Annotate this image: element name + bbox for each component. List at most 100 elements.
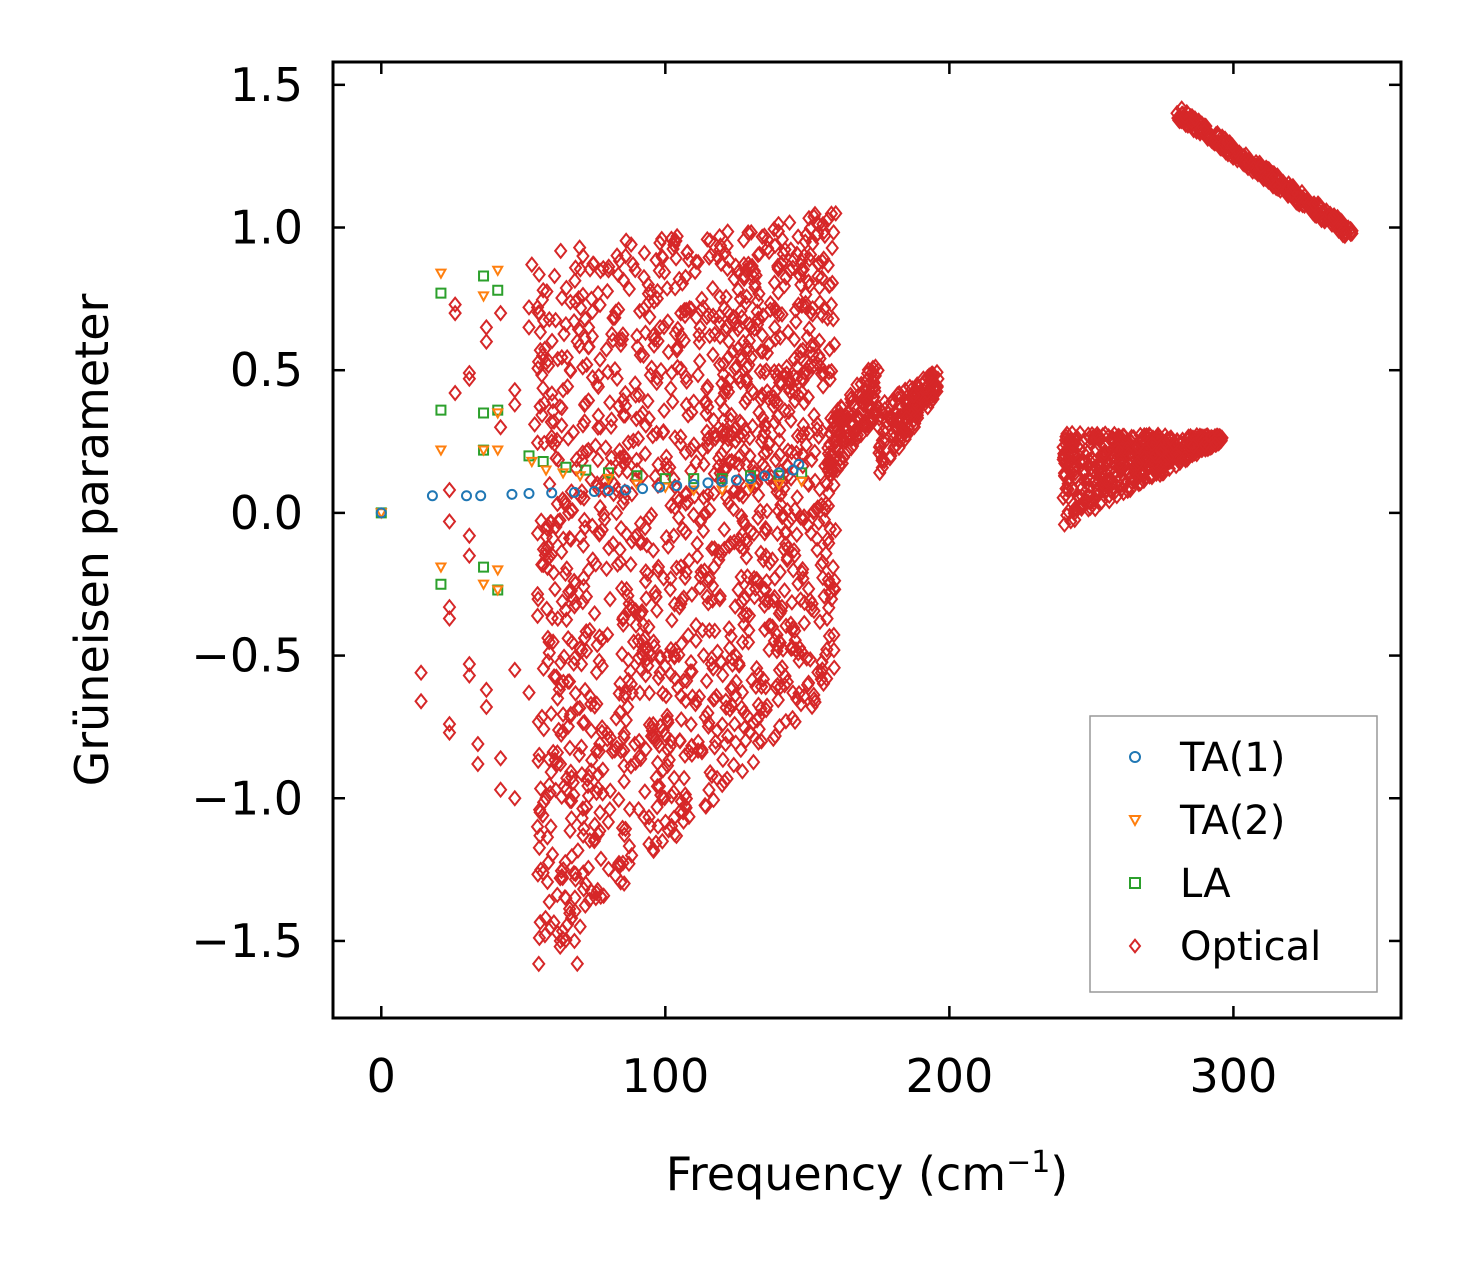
optical-point	[1186, 437, 1201, 455]
optical-point	[693, 318, 707, 336]
data-point	[787, 464, 799, 476]
optical-point	[1323, 214, 1338, 232]
data-point	[493, 304, 508, 322]
optical-point	[589, 663, 604, 681]
optical-point	[660, 711, 675, 729]
optical-point	[822, 340, 837, 358]
data-point	[523, 450, 535, 462]
optical-point	[659, 528, 674, 546]
optical-point	[820, 309, 835, 327]
optical-point	[1097, 443, 1112, 461]
optical-point	[607, 741, 622, 759]
optical-point	[747, 588, 762, 606]
optical-point	[820, 640, 834, 658]
optical-point	[599, 340, 614, 358]
optical-point	[555, 289, 569, 307]
optical-point	[777, 581, 792, 599]
optical-point	[630, 461, 644, 479]
optical-point	[617, 772, 631, 790]
optical-point	[679, 563, 693, 581]
optical-point	[684, 737, 699, 755]
optical-point	[810, 500, 824, 518]
data-point	[492, 404, 504, 416]
y-tick-label: 1.0	[230, 201, 303, 255]
optical-point	[758, 581, 773, 599]
optical-point	[844, 389, 859, 407]
data-point	[613, 704, 627, 722]
optical-point	[736, 606, 751, 624]
optical-point	[542, 644, 557, 662]
optical-point	[737, 703, 751, 721]
optical-point	[533, 913, 548, 931]
optical-point	[542, 776, 557, 794]
optical-point	[530, 607, 545, 625]
optical-point	[569, 459, 583, 477]
optical-point	[1059, 480, 1073, 498]
optical-point	[604, 418, 618, 436]
optical-point	[1175, 431, 1190, 449]
data-point	[553, 869, 568, 887]
optical-point	[658, 813, 673, 831]
optical-point	[623, 555, 638, 573]
optical-point	[802, 425, 816, 443]
data-point	[688, 478, 700, 490]
optical-point	[731, 281, 746, 299]
optical-point	[663, 580, 678, 598]
optical-point	[676, 672, 691, 690]
optical-point	[576, 286, 590, 304]
optical-point	[857, 395, 872, 413]
optical-point	[752, 285, 766, 303]
optical-point	[759, 521, 774, 539]
data-point	[596, 761, 610, 779]
optical-point	[809, 227, 823, 245]
data-point	[793, 458, 805, 470]
optical-point	[615, 819, 630, 837]
optical-point	[817, 511, 832, 529]
optical-point	[887, 439, 901, 457]
optical-point	[667, 825, 682, 843]
optical-point	[744, 319, 758, 337]
optical-point	[536, 379, 550, 397]
optical-point	[749, 266, 763, 284]
optical-point	[810, 214, 824, 232]
optical-point	[692, 352, 707, 370]
optical-point	[724, 696, 739, 714]
data-point	[576, 247, 590, 265]
optical-point	[556, 673, 571, 691]
optical-point	[559, 279, 574, 297]
optical-point	[543, 513, 558, 531]
optical-point	[1067, 511, 1082, 529]
optical-point	[788, 713, 802, 731]
optical-point	[742, 723, 757, 741]
optical-point	[754, 732, 769, 750]
optical-point	[774, 485, 788, 503]
optical-point	[613, 856, 628, 874]
optical-point	[602, 539, 616, 557]
data-point	[442, 715, 457, 733]
optical-point	[578, 897, 593, 915]
optical-point	[679, 484, 693, 502]
optical-point	[760, 239, 775, 257]
legend-label: TA(1)	[1179, 735, 1285, 781]
optical-point	[813, 613, 827, 631]
optical-point	[789, 641, 803, 659]
optical-point	[633, 515, 648, 533]
optical-point	[787, 541, 801, 559]
optical-point	[592, 742, 607, 760]
optical-point	[685, 746, 699, 764]
optical-point	[666, 783, 681, 801]
optical-point	[733, 373, 748, 391]
optical-point	[1234, 145, 1248, 163]
optical-point	[698, 708, 713, 726]
data-point	[475, 490, 487, 502]
optical-point	[725, 649, 739, 667]
optical-point	[579, 623, 594, 640]
optical-point	[546, 564, 561, 582]
data-point	[525, 456, 539, 469]
optical-point	[755, 386, 769, 404]
optical-point	[575, 444, 590, 462]
optical-point	[642, 684, 657, 702]
optical-point	[741, 621, 756, 639]
optical-point	[787, 251, 801, 269]
optical-point	[588, 697, 602, 715]
